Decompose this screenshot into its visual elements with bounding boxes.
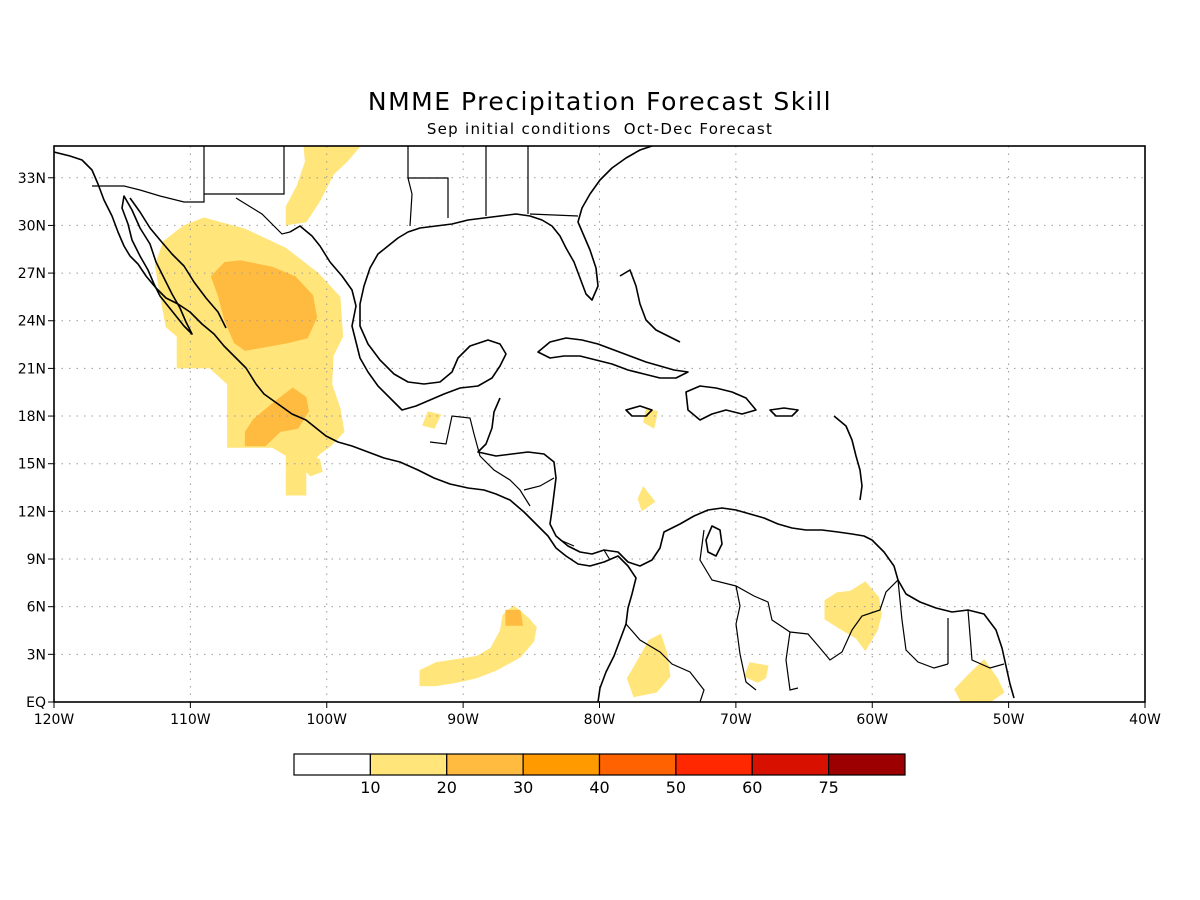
map-plot-area [53, 145, 1146, 703]
colorbar-swatch-3 [522, 753, 601, 776]
lon-tick-label: 80W [584, 712, 616, 728]
lon-tick-label: 40W [1129, 712, 1161, 728]
skill-contour-layer [154, 146, 1005, 702]
coastline-cuba [537, 337, 689, 379]
coastline-pacific-mexico [54, 151, 637, 702]
colorbar-label: 30 [513, 778, 533, 797]
border-central-america [429, 415, 611, 561]
coastline-bahamas [619, 269, 681, 343]
lat-tick-label: 18N [18, 409, 46, 425]
lat-tick-label: 9N [27, 552, 46, 568]
skill-region-20-13 [505, 609, 524, 626]
coastline-baja-california [121, 195, 193, 335]
colorbar-swatch-7 [828, 753, 906, 776]
lon-tick-label: 100W [306, 712, 347, 728]
lat-tick-label: EQ [26, 695, 46, 711]
colorbar-swatch-2 [446, 753, 524, 776]
coastline-lesser-antilles [833, 415, 863, 501]
coastline-gulf-of-mexico [289, 146, 653, 411]
coastlines [54, 146, 1015, 702]
skill-region-10-4 [824, 581, 882, 652]
skill-region-10-1 [285, 146, 361, 226]
skill-region-20-12 [244, 387, 309, 447]
coastline-central-america-caribbean [477, 397, 1015, 699]
colorbar-label: 75 [818, 778, 838, 797]
colorbar-label: 60 [742, 778, 762, 797]
skill-region-10-3 [626, 633, 671, 698]
lat-tick-label: 21N [18, 361, 46, 377]
colorbar: 10 20 30 40 50 60 75 [293, 753, 906, 797]
border-us-states [407, 146, 579, 227]
colorbar-swatch-4 [598, 753, 677, 776]
lat-tick-label: 33N [18, 171, 46, 187]
colorbar-swatch-5 [675, 753, 753, 776]
graticule [54, 146, 1145, 702]
skill-region-20-11 [210, 260, 318, 351]
colorbar-label: 40 [589, 778, 609, 797]
map-subtitle: Sep initial conditions Oct-Dec Forecast [427, 120, 773, 138]
coastline-gulf-california-east [129, 197, 227, 329]
lon-tick-label: 90W [447, 712, 479, 728]
lon-tick-label: 60W [856, 712, 888, 728]
lon-tick-label: 50W [993, 712, 1025, 728]
coastline-puerto-rico [769, 407, 799, 417]
lat-tick-label: 3N [27, 647, 46, 663]
colorbar-swatch-6 [751, 753, 830, 776]
skill-region-10-0 [154, 217, 345, 496]
skill-region-10-10 [422, 411, 442, 429]
lon-tick-label: 120W [34, 712, 75, 728]
axis-labels: 120W 110W 100W 90W 80W 70W 60W 50W 40W EQ 3N 6N 9N 12… [18, 171, 1161, 728]
lat-tick-label: 12N [18, 504, 46, 520]
skill-region-10-8 [744, 662, 769, 683]
coastline-hispaniola [685, 385, 757, 421]
skill-region-10-5 [954, 659, 1005, 702]
lon-tick-label: 70W [720, 712, 752, 728]
lat-tick-label: 27N [18, 266, 46, 282]
coastline-lake-maracaibo [705, 525, 723, 557]
lat-tick-label: 6N [27, 600, 46, 616]
lon-tick-label: 110W [170, 712, 211, 728]
lat-tick-label: 24N [18, 314, 46, 330]
colorbar-label: 20 [437, 778, 457, 797]
lat-tick-label: 15N [18, 457, 46, 473]
border-us-mexico [92, 146, 291, 235]
skill-region-10-9 [643, 408, 659, 429]
colorbar-swatch-1 [369, 753, 448, 776]
country-borders [92, 146, 1005, 702]
coastline-jamaica [625, 405, 653, 417]
skill-region-10-6 [637, 486, 656, 512]
colorbar-label: 10 [360, 778, 380, 797]
border-south-america [625, 529, 1005, 702]
map-title: NMME Precipitation Forecast Skill [368, 87, 832, 116]
lat-tick-label: 30N [18, 218, 46, 234]
skill-region-10-7 [302, 455, 323, 477]
colorbar-swatch-0 [293, 753, 371, 776]
colorbar-label: 50 [666, 778, 686, 797]
